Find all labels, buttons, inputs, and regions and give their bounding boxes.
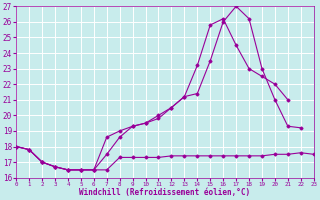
X-axis label: Windchill (Refroidissement éolien,°C): Windchill (Refroidissement éolien,°C) xyxy=(79,188,251,197)
